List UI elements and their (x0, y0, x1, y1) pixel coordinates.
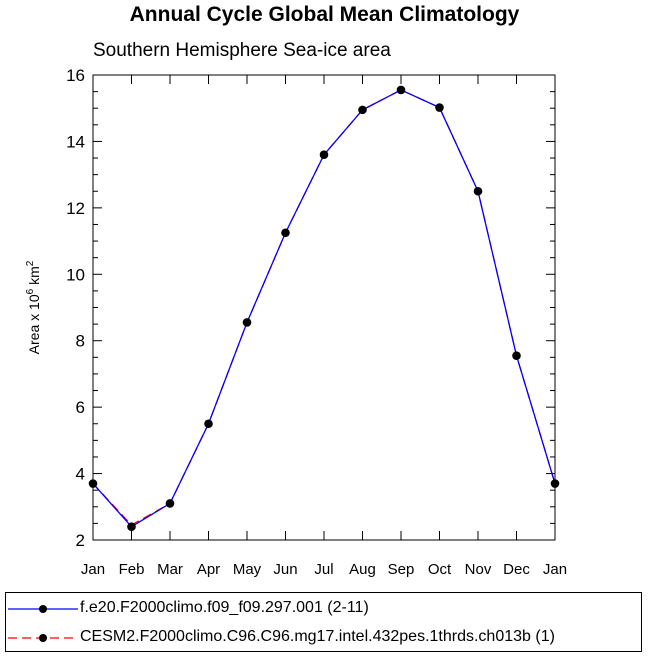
plot-frame (92, 74, 556, 541)
y-tick-label: 10 (66, 265, 85, 284)
legend: f.e20.F2000climo.f09_f09.297.001 (2-11) … (5, 592, 642, 652)
legend-entry-series-1: f.e20.F2000climo.f09_f09.297.001 (2-11) (6, 595, 641, 623)
y-tick-label: 2 (76, 531, 85, 550)
x-tick-label: Dec (503, 561, 530, 578)
legend-marker-series-2 (39, 634, 47, 642)
data-point (435, 103, 444, 112)
data-point (204, 419, 213, 429)
x-tick-label: Feb (119, 561, 145, 578)
data-point (319, 150, 329, 160)
x-tick-label: Sep (388, 561, 415, 578)
data-point (396, 85, 406, 95)
x-tick-label: Mar (157, 561, 183, 578)
data-point (88, 479, 98, 488)
chart-subtitle: Southern Hemisphere Sea-ice area (93, 40, 391, 61)
x-tick-label: Apr (197, 561, 220, 578)
x-tick-label: Aug (349, 561, 376, 578)
legend-swatch-series-1 (8, 605, 78, 613)
x-tick-label: Jun (273, 561, 297, 578)
x-tick-label: Oct (428, 561, 452, 578)
x-tick-label: Jan (81, 561, 105, 578)
data-point (242, 318, 252, 327)
data-point (281, 228, 290, 238)
y-tick-label: 6 (76, 398, 85, 417)
y-tick-label: 12 (66, 199, 85, 218)
x-tick-label: Jan (543, 561, 567, 578)
plot-layer: Southern Hemisphere Sea-ice area 2 4 6 8 10 12… (25, 40, 567, 578)
data-point (512, 351, 521, 360)
legend-swatch-series-2 (8, 634, 78, 642)
legend-label-series-2: CESM2.F2000climo.C96.C96.mg17.intel.432p… (80, 628, 555, 645)
data-point (550, 479, 560, 488)
data-point (127, 522, 136, 532)
data-point (165, 499, 175, 508)
y-axis-label: Area x 106 km2 (25, 260, 42, 354)
legend-label-series-1: f.e20.F2000climo.f09_f09.297.001 (2-11) (80, 599, 369, 616)
y-tick-label: 4 (76, 465, 85, 484)
data-point (358, 105, 367, 115)
y-tick-label: 14 (66, 132, 85, 151)
legend-entry-series-2: CESM2.F2000climo.C96.C96.mg17.intel.432p… (6, 624, 641, 652)
y-tick-label: 16 (66, 66, 85, 85)
x-tick-label: Jul (314, 561, 333, 578)
chart-plot: Southern Hemisphere Sea-ice area 2 4 6 8 10 12… (25, 40, 567, 578)
y-tick-label: 8 (76, 332, 85, 351)
x-tick-label: Nov (465, 561, 492, 578)
chart-title: Annual Cycle Global Mean Climatology (129, 3, 520, 26)
legend-marker-series-1 (39, 605, 47, 613)
data-point (473, 186, 483, 196)
x-tick-label: May (233, 561, 262, 578)
